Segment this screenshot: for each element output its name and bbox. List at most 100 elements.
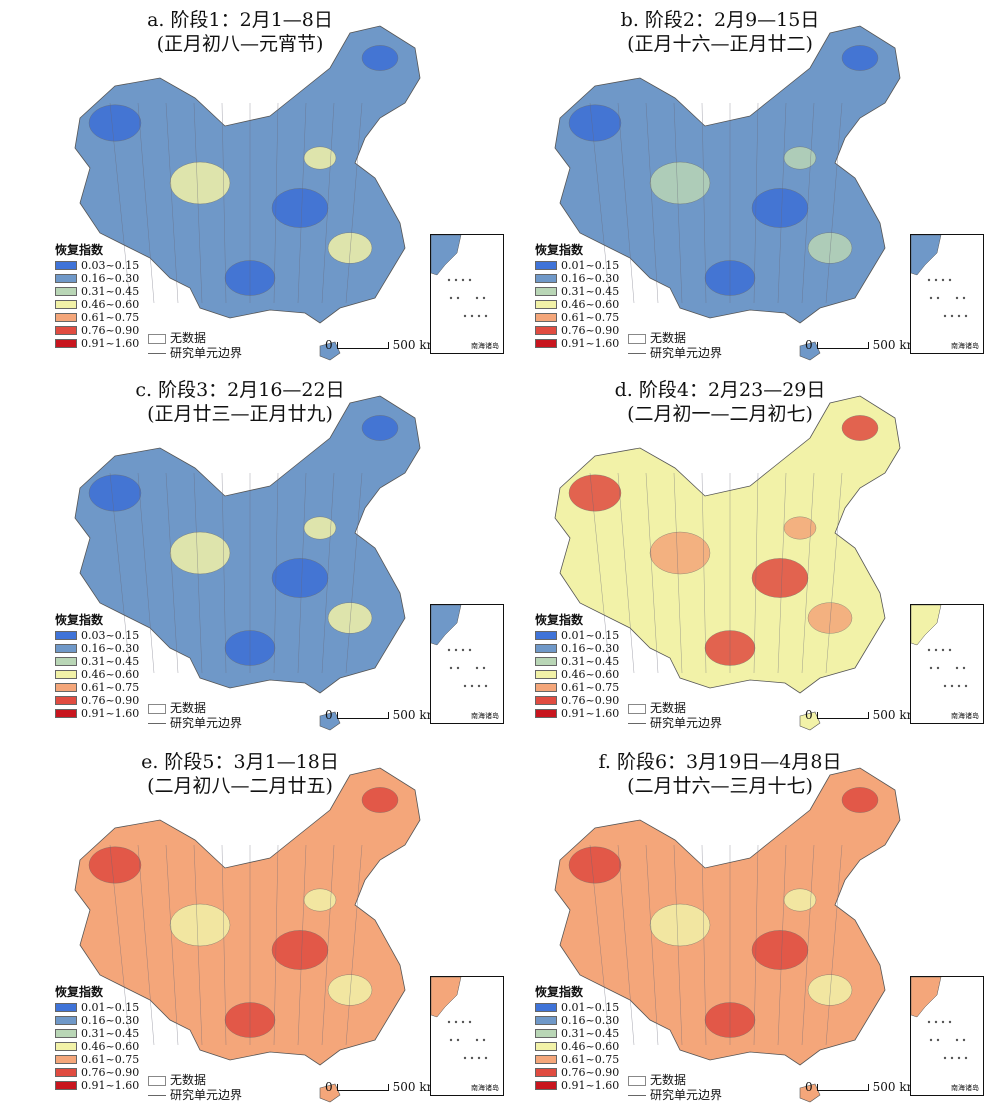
panel-title: a. 阶段1：2月1—8日 (正月初八—元宵节) [80, 8, 400, 56]
map-panel-e: e. 阶段5：3月1—18日 (二月初八—二月廿五) 恢复指数 0.01~0.15 0.… [20, 750, 504, 1115]
legend-item: 0.46~0.60 [55, 298, 139, 311]
inset-label: 南海诸岛 [951, 342, 979, 350]
study-unit-boundary [297, 472, 307, 674]
study-unit-boundary [221, 844, 227, 1046]
no-data-label: 无数据 [650, 331, 687, 345]
legend-swatch [55, 326, 77, 335]
study-unit-boundary [165, 102, 179, 304]
legend-label: 0.01~0.15 [561, 259, 620, 272]
legend-label: 0.61~0.75 [81, 681, 140, 694]
study-unit-boundary [617, 472, 635, 674]
legend-label: 0.03~0.15 [81, 259, 140, 272]
region-area [361, 45, 399, 71]
study-unit-boundary [777, 844, 787, 1046]
study-unit-boundary [701, 102, 707, 304]
study-unit-boundary [221, 472, 227, 674]
region-area [649, 531, 711, 575]
legend-item: 0.01~0.15 [535, 629, 619, 642]
scale-bar: 0 500 km [325, 708, 438, 722]
china-map [74, 767, 421, 1103]
island-dot [948, 1020, 952, 1024]
legend-swatch [55, 683, 77, 692]
study-unit-boundary [673, 102, 683, 304]
color-legend: 恢复指数 0.01~0.15 0.16~0.30 0.31~0.45 0.46~0.60… [535, 614, 619, 720]
study-unit-boundary [221, 102, 227, 304]
legend-item: 0.16~0.30 [55, 642, 139, 655]
no-data-swatch [628, 703, 646, 714]
china-map [74, 25, 421, 361]
hainan-island [799, 341, 821, 361]
legend-label: 0.76~0.90 [81, 1066, 140, 1079]
inset-coast [431, 977, 462, 1018]
legend-swatch [535, 1055, 557, 1064]
inset-map [911, 235, 968, 318]
legend-item: 0.76~0.90 [55, 694, 139, 707]
legend-label: 0.46~0.60 [561, 298, 620, 311]
island-dot [463, 314, 467, 318]
no-data-swatch [628, 333, 646, 344]
legend-swatch [55, 1003, 77, 1012]
island-dot [447, 1020, 451, 1024]
study-unit-boundary [777, 102, 787, 304]
no-data-item: 无数据 [628, 701, 722, 716]
legend-swatch [55, 631, 77, 640]
legend-label: 0.16~0.30 [561, 642, 620, 655]
scale-bar: 0 500 km [805, 1080, 918, 1094]
legend-swatch [55, 644, 77, 653]
inset-map [431, 977, 488, 1060]
island-dot [962, 1038, 966, 1042]
scale-bar: 0 500 km [325, 338, 438, 352]
panel-title-line1: f. 阶段6：3月19日—4月8日 [598, 751, 842, 773]
island-dot [950, 314, 954, 318]
legend-item: 0.01~0.15 [535, 1001, 619, 1014]
island-dot [941, 278, 945, 282]
color-legend: 恢复指数 0.03~0.15 0.16~0.30 0.31~0.45 0.46~0.60… [55, 244, 139, 350]
boundary-line-swatch [148, 353, 166, 354]
legend-label: 0.91~1.60 [81, 1079, 140, 1092]
panel-title: e. 阶段5：3月1—18日 (二月初八—二月廿五) [80, 750, 400, 798]
scale-zero: 0 [805, 708, 813, 722]
legend-swatch [535, 670, 557, 679]
legend-label: 0.46~0.60 [561, 1040, 620, 1053]
study-unit-boundary [825, 472, 843, 674]
study-unit-boundary [645, 472, 659, 674]
panel-title-line2: (正月初八—元宵节) [156, 33, 324, 55]
legend-label: 0.01~0.15 [561, 1001, 620, 1014]
island-dot [461, 278, 465, 282]
legend-item: 0.01~0.15 [535, 259, 619, 272]
study-unit-boundary [701, 844, 707, 1046]
island-dot [456, 666, 460, 670]
panel-title: b. 阶段2：2月9—15日 (正月十六—正月廿二) [560, 8, 880, 56]
legend-label: 0.16~0.30 [81, 642, 140, 655]
study-unit-boundary [701, 472, 707, 674]
island-dot [454, 1020, 458, 1024]
island-dot [948, 648, 952, 652]
island-dot [943, 1056, 947, 1060]
legend-title: 恢复指数 [535, 613, 584, 627]
panel-title: f. 阶段6：3月19日—4月8日 (二月廿六—三月十七) [560, 750, 880, 798]
legend-item: 0.03~0.15 [55, 629, 139, 642]
scale-line [336, 342, 389, 349]
no-data-label: 无数据 [170, 701, 207, 715]
boundary-item: 研究单元边界 [148, 716, 242, 731]
legend-swatch [535, 709, 557, 718]
study-unit-boundary [801, 472, 815, 674]
legend-label: 0.76~0.90 [561, 324, 620, 337]
legend-label: 0.31~0.45 [81, 655, 140, 668]
island-dot [456, 1038, 460, 1042]
legend-swatch [535, 1068, 557, 1077]
study-unit-boundary [673, 472, 683, 674]
no-data-label: 无数据 [650, 1073, 687, 1087]
island-dot [449, 296, 453, 300]
no-data-item: 无数据 [628, 331, 722, 346]
island-dot [929, 666, 933, 670]
island-dot [929, 1038, 933, 1042]
legend-label: 0.31~0.45 [561, 285, 620, 298]
legend-item: 0.31~0.45 [535, 655, 619, 668]
scale-zero: 0 [805, 1080, 813, 1094]
study-unit-boundary [589, 472, 611, 674]
region-area [649, 903, 711, 947]
region-area [169, 531, 231, 575]
scale-line [816, 342, 869, 349]
region-area [841, 415, 879, 441]
